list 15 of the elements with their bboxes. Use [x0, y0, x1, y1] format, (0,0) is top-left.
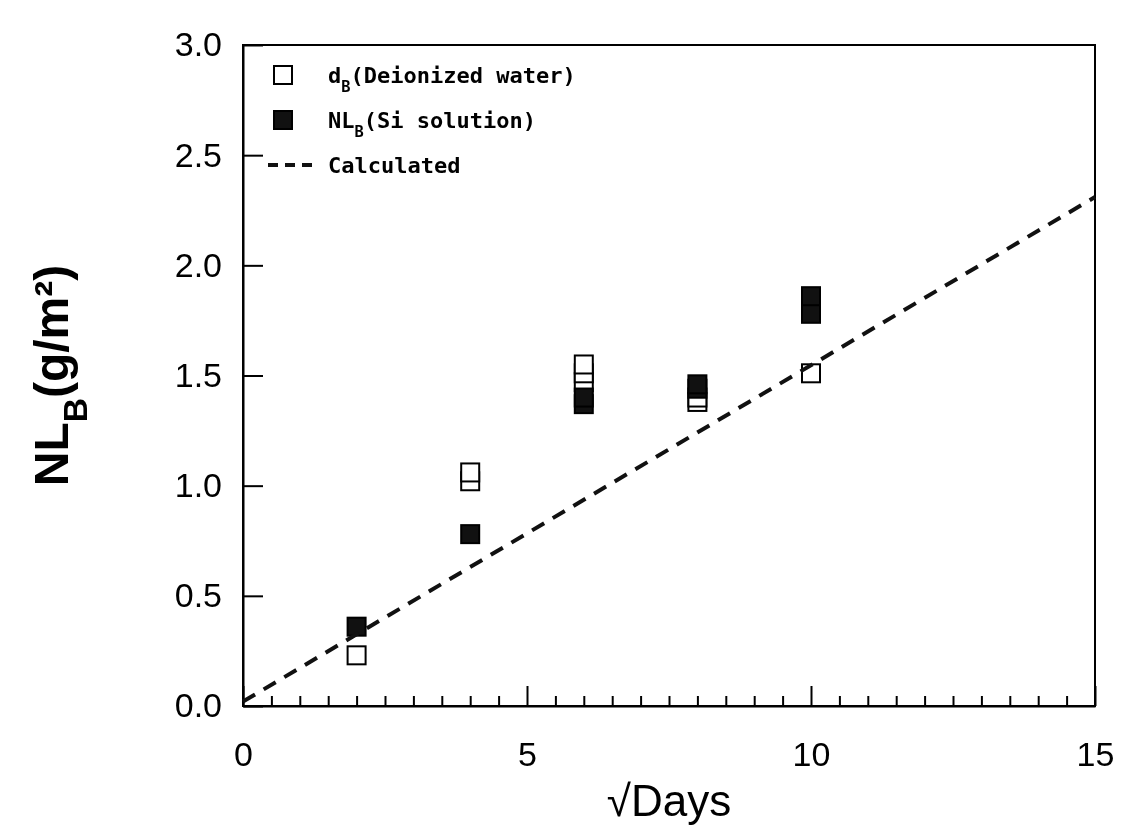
- legend-label: d$_{B}$(Deionized water): [328, 62, 576, 96]
- x-axis-title: √Days: [606, 776, 732, 825]
- y-tick-label: 0.5: [174, 576, 222, 615]
- x-tick-label: 5: [518, 735, 537, 774]
- y-tick-label: 1.5: [174, 355, 222, 394]
- y-tick-label: 3.0: [174, 25, 222, 64]
- y-tick-label: 2.5: [174, 135, 222, 174]
- y-tick-label: 2.0: [174, 245, 222, 284]
- y-tick-label: 0.0: [174, 686, 222, 725]
- legend-label: NL$_{B}$(Si solution): [328, 107, 536, 141]
- y-tick-label: 1.0: [174, 466, 222, 505]
- x-tick-label: 15: [1076, 735, 1115, 774]
- x-tick-label: 0: [234, 735, 253, 774]
- x-tick-label: 10: [792, 735, 831, 774]
- legend-label: Calculated: [328, 152, 461, 178]
